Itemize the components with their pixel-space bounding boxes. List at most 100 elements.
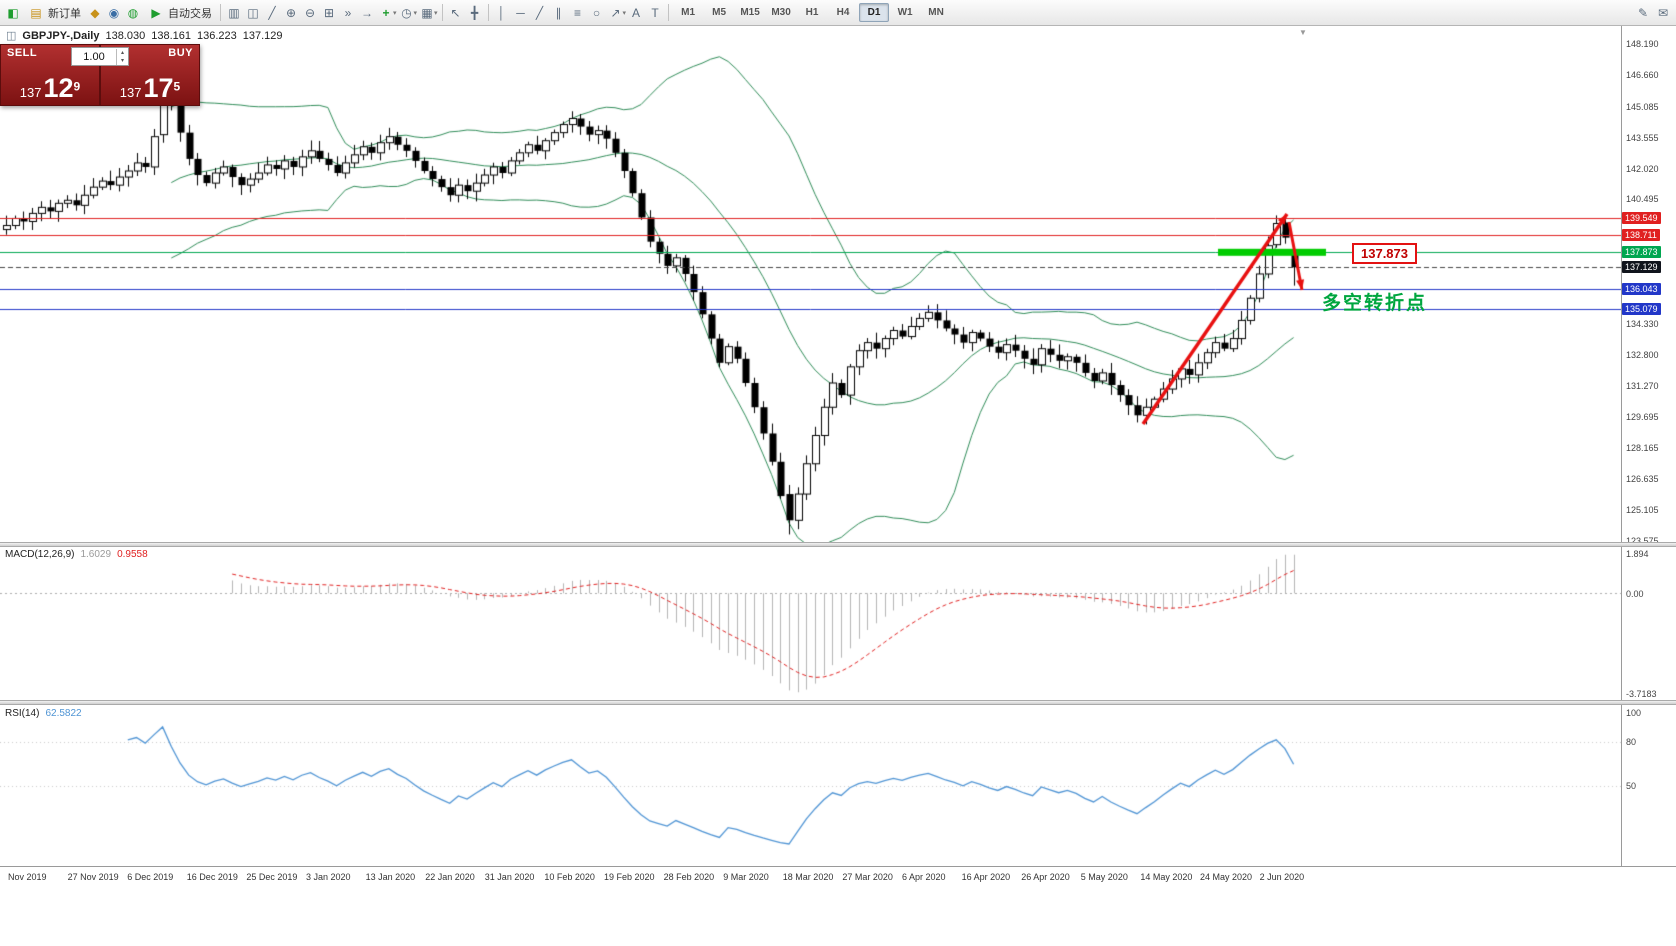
date-tick: 22 Jan 2020 — [425, 872, 475, 882]
timeframe-m30[interactable]: M30 — [771, 7, 791, 18]
lot-size-value: 1.00 — [83, 50, 105, 63]
coin-icon[interactable]: ◆ — [90, 5, 100, 20]
price-tag: 138.711 — [1622, 229, 1660, 242]
date-tick: 5 May 2020 — [1080, 872, 1128, 882]
crosshair-icon[interactable]: ╋ — [470, 5, 479, 20]
lot-spinner[interactable]: ▴ ▾ — [116, 48, 128, 65]
text-icon[interactable]: A — [632, 5, 641, 20]
macd-pane-canvas[interactable] — [0, 547, 1621, 700]
autoscroll-icon[interactable]: » — [344, 5, 352, 20]
lot-up-icon[interactable]: ▴ — [120, 49, 124, 56]
periods-icon[interactable]: ◷ — [401, 5, 412, 20]
date-tick: 27 Mar 2020 — [842, 872, 893, 882]
date-tick: 16 Apr 2020 — [961, 872, 1011, 882]
zoom-in-icon[interactable]: ⊕ — [285, 5, 297, 20]
zoom-out-icon[interactable]: ⊖ — [304, 5, 316, 20]
indicator-tick: 50 — [1626, 780, 1637, 791]
price-tick: 134.330 — [1626, 318, 1659, 329]
fibonacci-icon[interactable]: ≡ — [574, 5, 582, 20]
shapes-icon[interactable]: ○ — [592, 5, 601, 20]
tile-windows-icon[interactable]: ⊞ — [323, 5, 335, 20]
sell-label: SELL — [7, 47, 38, 59]
price-tick: 123.575 — [1626, 536, 1659, 546]
candlestick-chart-icon[interactable]: ◫ — [247, 5, 259, 20]
new-chart-icon[interactable]: ◧ — [7, 5, 19, 20]
timeframe-h1[interactable]: H1 — [805, 7, 819, 18]
main-chart-canvas[interactable] — [0, 24, 1621, 542]
chat-icon[interactable]: ✉ — [1657, 5, 1669, 20]
price-tick: 126.635 — [1626, 474, 1659, 485]
price-axis[interactable]: 148.190 146.660 145.085 143.555 142.020 140.4… — [1621, 24, 1676, 866]
macd-label: MACD(12,26,9) 1.6029 0.9558 — [5, 549, 148, 560]
line-chart-icon[interactable]: ╱ — [268, 5, 276, 20]
price-tag: 136.043 — [1622, 283, 1661, 296]
text-label-icon[interactable]: T — [651, 5, 659, 20]
date-tick: Nov 2019 — [8, 872, 47, 882]
channel-icon[interactable]: ∥ — [555, 5, 562, 20]
trendline-icon[interactable]: ╱ — [535, 5, 544, 20]
rsi-pane-canvas[interactable] — [0, 705, 1621, 866]
time-axis[interactable]: Nov 2019 27 Nov 2019 6 Dec 2019 16 Dec 2019… — [0, 866, 1676, 892]
pane-divider[interactable] — [0, 700, 1676, 705]
buy-price: 137175 — [119, 73, 181, 103]
bar-chart-icon[interactable]: ▥ — [228, 5, 240, 20]
indicator-tick: 0.00 — [1626, 589, 1644, 600]
periods-caret-icon[interactable]: ▾ — [413, 9, 418, 17]
price-tick: 129.695 — [1626, 412, 1659, 423]
turning-point-note[interactable]: 多空转折点 — [1322, 293, 1428, 314]
macd-main-value: 1.6029 — [80, 549, 112, 560]
edit-icon[interactable]: ✎ — [1637, 5, 1649, 20]
price-tick: 142.020 — [1626, 163, 1659, 174]
date-tick: 2 Jun 2020 — [1259, 872, 1305, 882]
timeframe-d1[interactable]: D1 — [859, 3, 890, 22]
date-tick: 25 Dec 2019 — [246, 872, 298, 882]
timeframe-mn[interactable]: MN — [928, 7, 944, 18]
arrows-icon[interactable]: ↗ — [610, 5, 621, 20]
autotrading-play-icon: ▶ — [151, 5, 161, 20]
open-value: 138.030 — [105, 29, 146, 42]
templates-icon[interactable]: ▦ — [421, 5, 433, 20]
date-tick: 10 Feb 2020 — [544, 872, 595, 882]
date-tick: 24 May 2020 — [1200, 872, 1253, 882]
timeframe-w1[interactable]: W1 — [897, 7, 913, 18]
new-order-label: 新订单 — [48, 7, 81, 20]
templates-caret-icon[interactable]: ▾ — [434, 9, 438, 17]
chart-shift-marker-icon[interactable]: ▼ — [1299, 28, 1307, 37]
price-tick: 125.105 — [1626, 505, 1659, 516]
date-tick: 18 Mar 2020 — [782, 872, 834, 882]
timeframe-m15[interactable]: M15 — [740, 7, 760, 18]
autotrading-button[interactable]: ▶ 自动交易 — [143, 3, 216, 23]
lot-size-input[interactable]: 1.00 ▴ ▾ — [71, 47, 129, 66]
signal-icon[interactable]: ◍ — [127, 5, 139, 20]
pane-divider[interactable] — [0, 542, 1676, 547]
price-tick: 140.495 — [1626, 194, 1659, 205]
price-tick: 145.085 — [1626, 101, 1659, 112]
toolbar-separator — [441, 4, 443, 21]
community-icon[interactable]: ◉ — [108, 5, 120, 20]
timeframe-m5[interactable]: M5 — [712, 7, 727, 18]
timeframe-h4[interactable]: H4 — [836, 7, 850, 18]
indicators-icon[interactable]: + — [382, 5, 390, 20]
price-annotation-label[interactable]: 137.873 — [1352, 243, 1417, 264]
date-tick: 19 Feb 2020 — [604, 872, 655, 882]
date-tick: 9 Mar 2020 — [723, 872, 769, 882]
date-tick: 6 Dec 2019 — [127, 872, 174, 882]
arrows-caret-icon[interactable]: ▾ — [622, 9, 627, 17]
price-tag: 137.129 — [1622, 261, 1661, 274]
price-tick: 131.270 — [1626, 380, 1659, 391]
date-tick: 31 Jan 2020 — [484, 872, 535, 882]
indicators-caret-icon[interactable]: ▾ — [393, 9, 397, 17]
price-tick: 148.190 — [1626, 39, 1659, 49]
high-value: 138.161 — [151, 29, 191, 42]
chart-shift-icon[interactable]: → — [361, 5, 373, 20]
horizontal-line-icon[interactable]: ─ — [516, 5, 525, 20]
vertical-line-icon[interactable]: │ — [497, 5, 506, 20]
new-order-button[interactable]: ▤ 新订单 — [23, 3, 85, 23]
timeframe-m1[interactable]: M1 — [681, 7, 696, 18]
autotrading-label: 自动交易 — [168, 7, 212, 20]
cursor-icon[interactable]: ↖ — [450, 5, 461, 20]
date-tick: 16 Dec 2019 — [186, 872, 238, 882]
lot-down-icon[interactable]: ▾ — [120, 57, 124, 64]
rsi-label: RSI(14) 62.5822 — [5, 708, 82, 719]
chart-title-icon: ◫ — [6, 30, 17, 42]
